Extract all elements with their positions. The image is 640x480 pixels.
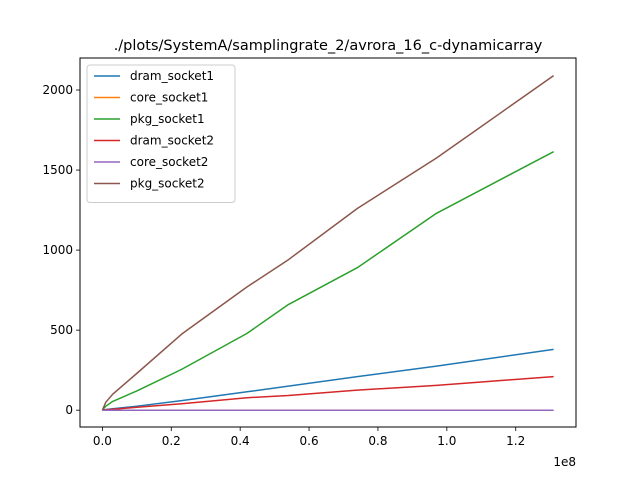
series-line-dram_socket2 [102,375,554,411]
x-tick-label: 0.0 [93,434,112,448]
legend-box [86,64,236,203]
x-axis: 0.0 0.2 0.4 0.6 0.8 1.0 1.2 [93,427,525,448]
y-tick-label: 2000 [42,83,73,97]
x-tick-label: 0.2 [162,434,181,448]
x-tick-label: 1.2 [506,434,525,448]
y-tick-label: 1500 [42,163,73,177]
legend-label: dram_socket2 [130,134,214,148]
x-tick-label: 0.8 [368,434,387,448]
legend-label: dram_socket1 [130,69,214,83]
legend-label: core_socket1 [130,91,208,105]
legend-label: pkg_socket2 [130,177,205,191]
y-tick-label: 1000 [42,243,73,257]
y-tick-label: 500 [50,323,73,337]
axes-frame [79,57,577,428]
plot-lines [101,74,555,411]
x-tick-label: 1.0 [437,434,456,448]
legend-label: core_socket2 [130,155,208,169]
legend-label: pkg_socket1 [130,112,205,126]
series-line-pkg_socket1 [101,150,554,411]
x-tick-label: 0.6 [300,434,319,448]
x-tick-label: 0.4 [231,434,250,448]
chart-title: ./plots/SystemA/samplingrate_2/avrora_16… [114,38,543,54]
legend: dram_socket1 core_socket1 pkg_socket1 dram_… [86,64,236,203]
series-line-pkg_socket2 [101,74,555,411]
y-axis: 0 500 1000 1500 2000 [42,83,80,417]
x-offset-label: 1e8 [553,455,576,469]
y-tick-label: 0 [65,403,73,417]
series-line-dram_socket1 [102,348,554,411]
